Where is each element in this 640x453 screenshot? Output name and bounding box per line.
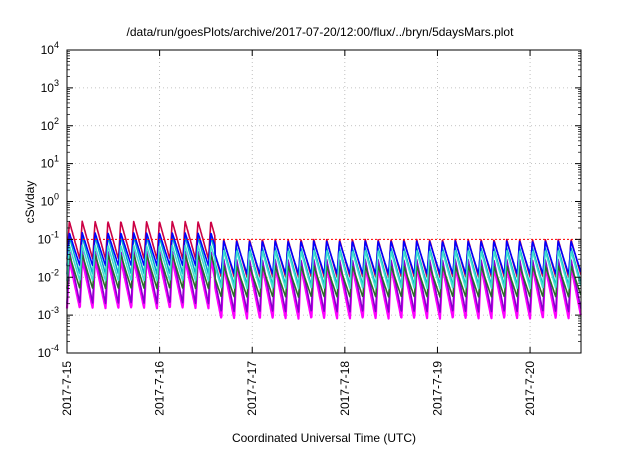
series-line [65,258,582,320]
x-tick-label: 2017-7-17 [245,361,259,416]
y-tick-exponent: 3 [54,78,59,88]
y-tick-exponent: -2 [51,267,59,277]
y-tick-label: 100 [41,192,59,209]
y-axis-label: cSv/day [23,181,37,224]
x-tick-label: 2017-7-19 [430,361,444,416]
y-tick-base: 10 [41,43,55,57]
y-tick-base: 10 [41,119,55,133]
y-tick-base: 10 [38,270,52,284]
y-tick-label: 101 [41,154,59,171]
y-tick-base: 10 [38,346,52,360]
chart-title: /data/run/goesPlots/archive/2017-07-20/1… [127,25,515,39]
x-axis-label: Coordinated Universal Time (UTC) [232,431,416,445]
y-tick-label: 10-4 [38,343,59,360]
y-tick-exponent: 4 [54,40,59,50]
x-tick-label: 2017-7-18 [338,361,352,416]
y-tick-base: 10 [41,81,55,95]
y-tick-base: 10 [38,308,52,322]
x-tick-label: 2017-7-20 [523,361,537,416]
y-tick-exponent: 0 [54,192,59,202]
y-tick-exponent: 2 [54,116,59,126]
series-line [66,253,582,298]
x-axis-ticks: 2017-7-15 2017-7-16 2017-7-17 2017-7-18 2017… [60,50,537,416]
x-tick-label: 2017-7-15 [60,361,74,416]
y-tick-label: 10-1 [38,229,59,246]
y-tick-label: 103 [41,78,59,95]
y-tick-label: 102 [41,116,59,133]
y-tick-base: 10 [41,157,55,171]
series-layer [65,220,582,320]
y-tick-label: 10-2 [38,267,59,284]
y-tick-exponent: 1 [54,154,59,164]
y-tick-label: 104 [41,40,59,57]
y-tick-label: 10-3 [38,305,59,322]
y-tick-base: 10 [38,232,52,246]
series-line [66,244,582,290]
x-tick-label: 2017-7-16 [153,361,167,416]
y-tick-exponent: -3 [51,305,59,315]
y-tick-exponent: -1 [51,229,59,239]
series-line [66,250,582,313]
y-tick-base: 10 [41,195,55,209]
y-tick-exponent: -4 [51,343,59,353]
series-line [66,231,582,275]
